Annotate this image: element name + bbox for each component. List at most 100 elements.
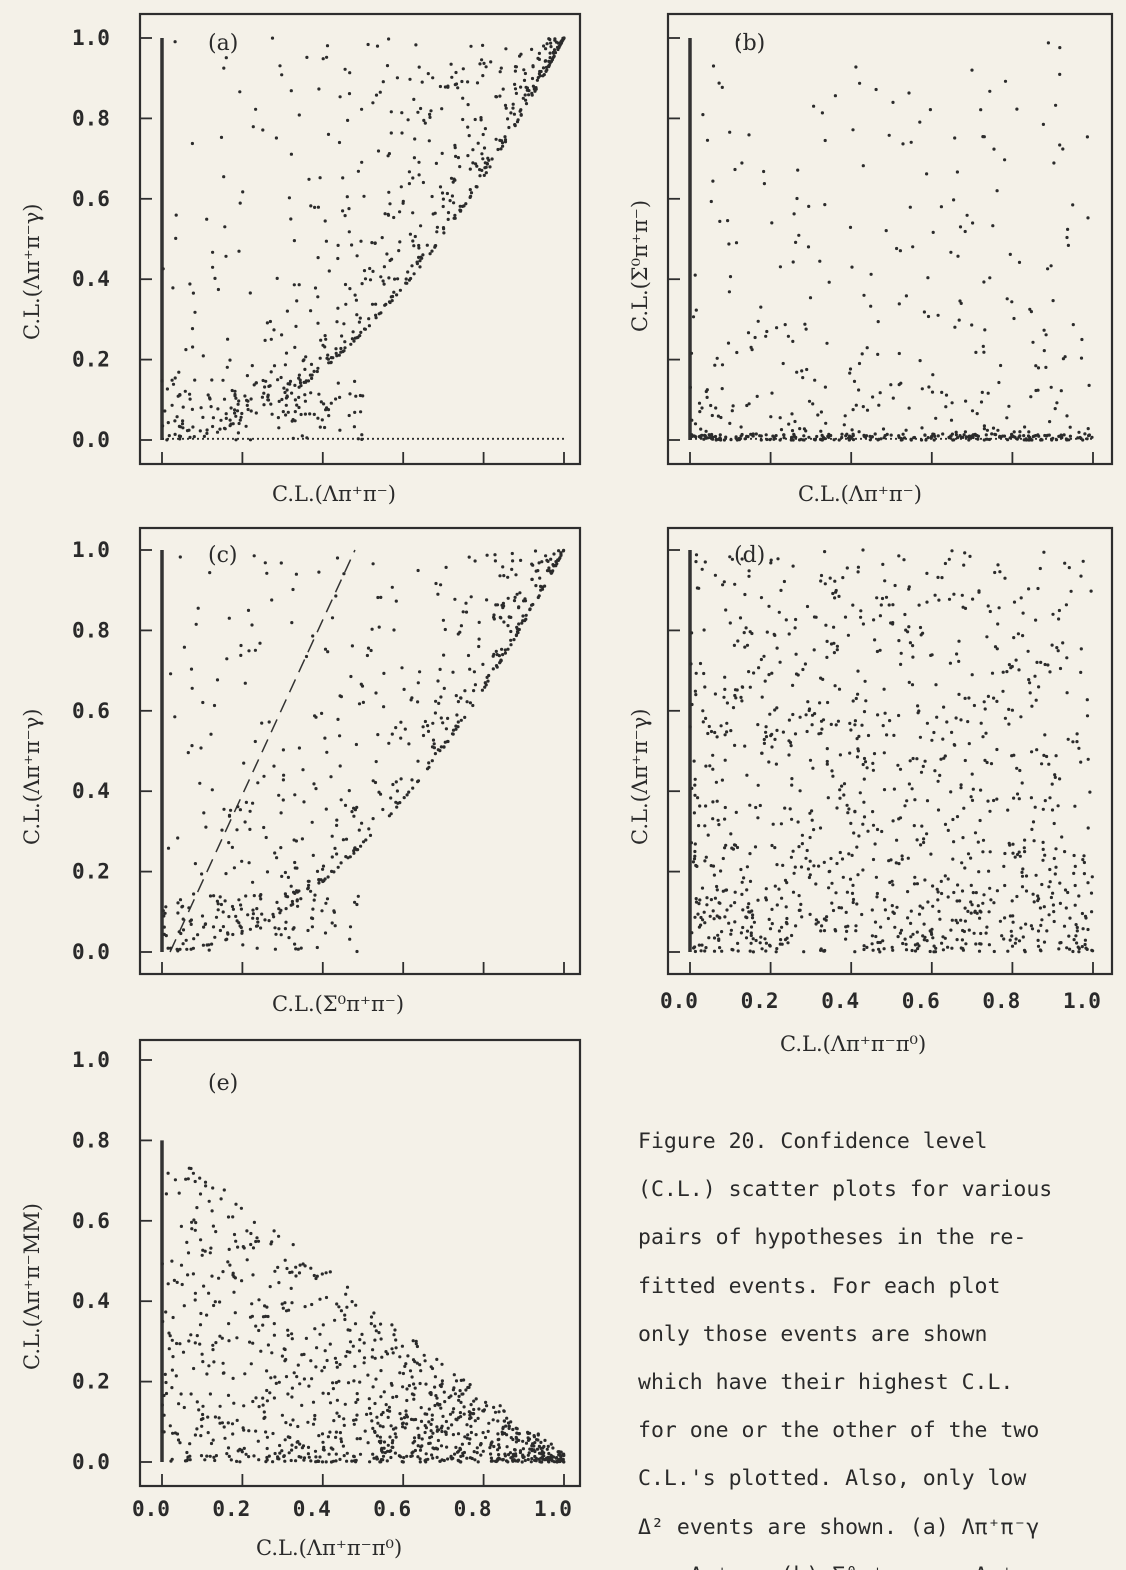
data-point (235, 1418, 239, 1422)
data-point (294, 324, 298, 328)
data-point (832, 625, 836, 629)
data-point (728, 275, 733, 279)
data-point (268, 319, 272, 324)
data-point (979, 400, 984, 404)
data-point (339, 1437, 343, 1441)
data-point (767, 604, 771, 608)
data-point (433, 244, 437, 248)
data-point (779, 938, 783, 942)
data-point (309, 391, 313, 395)
data-point (348, 1340, 353, 1344)
data-point (968, 435, 972, 439)
data-point (403, 1426, 407, 1430)
data-point (1079, 356, 1084, 360)
data-point (275, 276, 279, 280)
data-point (390, 1441, 394, 1445)
data-point (298, 1442, 302, 1446)
data-point (313, 893, 317, 897)
data-point (309, 309, 313, 313)
data-point (333, 1318, 337, 1322)
data-point (239, 903, 243, 907)
data-point (514, 91, 519, 95)
data-point (198, 429, 202, 433)
data-point (355, 1392, 359, 1396)
data-point (847, 852, 851, 856)
data-point (213, 276, 217, 280)
data-point (328, 1270, 332, 1274)
data-point (770, 745, 774, 749)
data-point (895, 838, 899, 842)
data-point (417, 173, 421, 177)
data-point (975, 412, 979, 416)
data-point (325, 55, 329, 59)
data-point (1062, 433, 1066, 437)
data-point (772, 632, 776, 637)
data-point (450, 1423, 454, 1427)
data-point (504, 1459, 509, 1463)
data-point (995, 647, 999, 651)
data-point (1079, 670, 1083, 675)
data-point (931, 936, 935, 940)
data-point (334, 1459, 338, 1463)
data-point (496, 1458, 500, 1462)
data-point (739, 867, 743, 872)
data-point (228, 418, 232, 422)
data-point (353, 1364, 357, 1368)
data-point (445, 191, 449, 196)
data-point (1039, 949, 1043, 953)
data-point (335, 1302, 339, 1306)
data-point (962, 433, 966, 437)
data-point (949, 928, 953, 932)
data-point (400, 131, 404, 135)
data-point (355, 336, 359, 340)
data-point (479, 116, 483, 120)
scatter-panel-b: (b) C.L.(Λπ⁺π⁻) C.L.(Σ⁰π⁺π⁻) (0, 0, 1126, 520)
data-point (1052, 821, 1056, 826)
data-point (295, 299, 299, 303)
data-point (1031, 340, 1035, 344)
data-point (171, 1431, 175, 1435)
data-point (222, 1188, 226, 1192)
data-point (411, 176, 415, 180)
data-point (245, 403, 249, 407)
data-point (287, 196, 291, 200)
data-point (784, 905, 788, 909)
data-point (168, 1424, 172, 1428)
data-point (398, 210, 402, 214)
data-point (925, 600, 929, 604)
data-point (871, 768, 876, 772)
data-point (957, 692, 961, 697)
data-point (917, 944, 921, 948)
data-point (903, 804, 907, 808)
data-point (493, 1410, 498, 1414)
data-point (939, 757, 943, 761)
data-point (296, 947, 300, 951)
data-point (974, 350, 978, 354)
data-point (1052, 856, 1056, 861)
data-point (1065, 691, 1069, 695)
data-point (694, 308, 698, 312)
data-point (255, 907, 259, 911)
data-point (925, 939, 929, 943)
data-point (418, 1460, 422, 1464)
data-point (222, 1425, 226, 1429)
data-point (284, 1421, 288, 1425)
data-point (1017, 797, 1021, 801)
data-point (451, 670, 455, 674)
data-point (521, 1455, 525, 1459)
data-point (690, 631, 694, 635)
data-point (711, 179, 715, 183)
data-point (430, 194, 434, 199)
data-point (537, 72, 542, 76)
data-point (321, 1447, 325, 1452)
data-point (791, 564, 795, 568)
data-point (472, 1450, 476, 1454)
data-point (257, 1328, 261, 1333)
data-point (1020, 874, 1025, 878)
data-point (703, 859, 707, 863)
data-point (266, 398, 271, 402)
data-point (1072, 871, 1076, 876)
data-point (722, 438, 727, 442)
data-point (361, 700, 365, 705)
data-point (290, 1270, 294, 1274)
